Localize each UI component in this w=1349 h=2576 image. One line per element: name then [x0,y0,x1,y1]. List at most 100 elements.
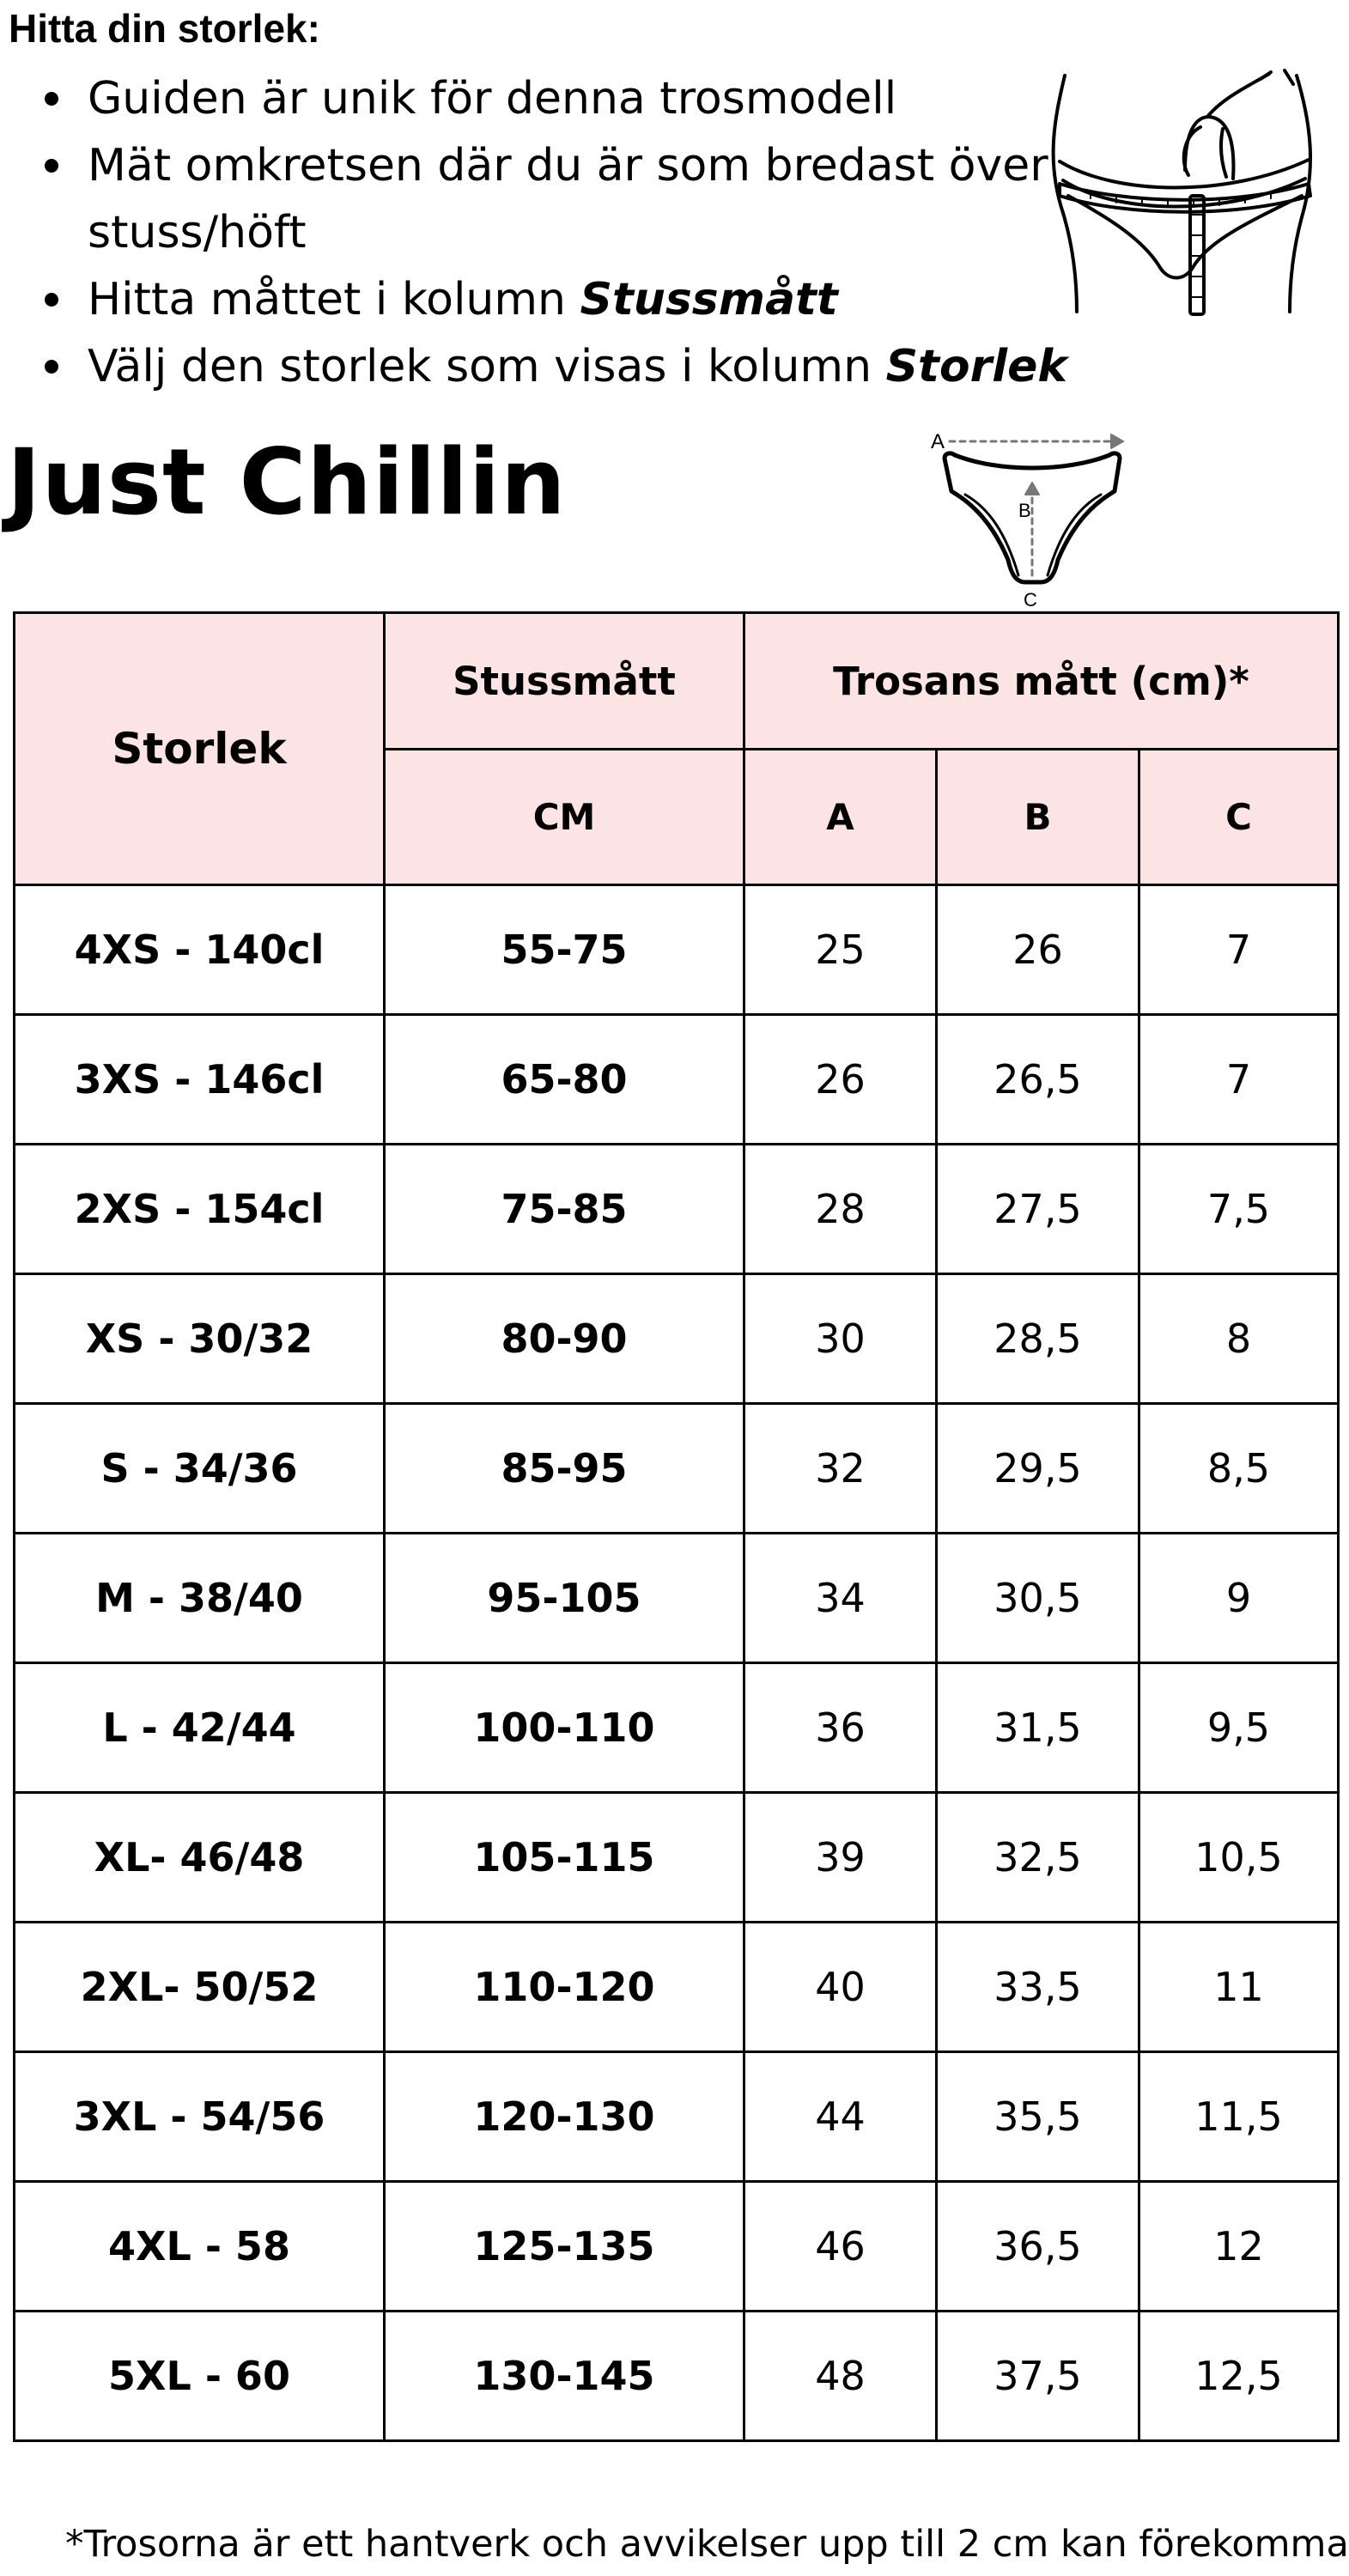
b-cell: 32,5 [935,1791,1140,1923]
table-row: 5XL - 60 130-145 48 37,5 12,5 [13,2310,1340,2442]
panty-measurement-diagram: A B C [931,430,1124,611]
hip-range-cell: 95-105 [383,1532,745,1664]
table-row: XL- 46/48 105-115 39 32,5 10,5 [13,1791,1340,1923]
a-cell: 30 [743,1273,938,1405]
size-cell: XS - 30/32 [13,1273,386,1405]
guide-heading: Hitta din storlek: [9,6,320,51]
size-cell: 2XL- 50/52 [13,1921,386,2053]
a-cell: 39 [743,1791,938,1923]
c-cell: 7 [1138,1013,1340,1145]
guide-bullet-emphasis: Stussmått [580,274,838,325]
footnote: *Trosorna är ett hantverk och avvikelser… [65,2523,1349,2566]
c-cell: 7 [1138,884,1340,1016]
c-cell: 10,5 [1138,1791,1340,1923]
hip-range-cell: 130-145 [383,2310,745,2442]
b-cell: 26,5 [935,1013,1140,1145]
a-cell: 44 [743,2050,938,2183]
hip-range-cell: 80-90 [383,1273,745,1405]
a-cell: 46 [743,2180,938,2312]
diagram-label-c: C [1024,589,1037,611]
a-cell: 40 [743,1921,938,2053]
b-cell: 35,5 [935,2050,1140,2183]
b-cell: 36,5 [935,2180,1140,2312]
hip-range-cell: 65-80 [383,1013,745,1145]
b-column-header: B [935,748,1140,886]
table-row: 4XS - 140cl 55-75 25 26 7 [13,884,1340,1016]
table-header-row: Storlek Stussmått Trosans mått (cm)* [13,611,1340,886]
guide-bullet-text: Hitta måttet i kolumn [88,274,580,325]
table-row: 3XS - 146cl 65-80 26 26,5 7 [13,1013,1340,1145]
c-cell: 9,5 [1138,1662,1340,1794]
size-cell: S - 34/36 [13,1402,386,1534]
c-cell: 12 [1138,2180,1340,2312]
diagram-label-a: A [931,430,945,453]
b-cell: 27,5 [935,1143,1140,1275]
panty-measurements-header: Trosans mått (cm)* [743,611,1340,750]
c-cell: 12,5 [1138,2310,1340,2442]
diagram-label-b: B [1018,500,1031,521]
hip-range-cell: 110-120 [383,1921,745,2053]
b-cell: 29,5 [935,1402,1140,1534]
size-cell: 2XS - 154cl [13,1143,386,1275]
guide-bullet-emphasis: Storlek [885,341,1067,392]
hip-range-cell: 100-110 [383,1662,745,1794]
c-cell: 11 [1138,1921,1340,2053]
guide-bullet: Hitta måttet i kolumn Stussmått [45,266,1067,333]
size-cell: 5XL - 60 [13,2310,386,2442]
b-cell: 37,5 [935,2310,1140,2442]
c-column-header: C [1138,748,1340,886]
table-row: S - 34/36 85-95 32 29,5 8,5 [13,1402,1340,1534]
c-cell: 8,5 [1138,1402,1340,1534]
size-cell: 3XS - 146cl [13,1013,386,1145]
hip-range-cell: 125-135 [383,2180,745,2312]
a-cell: 28 [743,1143,938,1275]
size-cell: M - 38/40 [13,1532,386,1664]
c-cell: 11,5 [1138,2050,1340,2183]
model-title: Just Chillin [7,429,567,535]
c-cell: 7,5 [1138,1143,1340,1275]
size-cell: XL- 46/48 [13,1791,386,1923]
guide-bullet: Mät omkretsen där du är som bredast över… [45,132,1058,266]
a-column-header: A [743,748,938,886]
size-cell: L - 42/44 [13,1662,386,1794]
hip-range-cell: 75-85 [383,1143,745,1275]
guide-bullet-text: Guiden är unik för denna trosmodell [88,73,897,125]
table-subheader-row: CM A B C [15,748,1340,886]
stuss-column-header: Stussmått [383,611,745,750]
b-cell: 28,5 [935,1273,1140,1405]
table-row: 4XL - 58 125-135 46 36,5 12 [13,2180,1340,2312]
table-row: XS - 30/32 80-90 30 28,5 8 [13,1273,1340,1405]
guide-bullet-text: Välj den storlek som visas i kolumn [88,341,886,392]
hip-range-cell: 55-75 [383,884,745,1016]
size-table-body: 4XS - 140cl 55-75 25 26 7 3XS - 146cl 65-80 26 2… [13,884,1340,2442]
table-row: 3XL - 54/56 120-130 44 35,5 11,5 [13,2050,1340,2183]
cm-column-header: CM [383,748,745,886]
guide-bullet: Välj den storlek som visas i kolumn Stor… [45,333,1067,400]
size-cell: 4XL - 58 [13,2180,386,2312]
guide-bullet: Guiden är unik för denna trosmodell [45,65,1067,132]
hip-range-cell: 120-130 [383,2050,745,2183]
a-cell: 25 [743,884,938,1016]
table-row: M - 38/40 95-105 34 30,5 9 [13,1532,1340,1664]
a-cell: 36 [743,1662,938,1794]
b-cell: 31,5 [935,1662,1140,1794]
guide-bullet-list: Guiden är unik för denna trosmodell Mät … [45,65,1067,400]
size-cell: 4XS - 140cl [13,884,386,1016]
c-cell: 9 [1138,1532,1340,1664]
hip-measurement-illustration [1051,69,1313,316]
hip-range-cell: 105-115 [383,1791,745,1923]
a-cell: 48 [743,2310,938,2442]
a-cell: 34 [743,1532,938,1664]
c-cell: 8 [1138,1273,1340,1405]
size-table: Storlek Stussmått Trosans mått (cm)* CM … [13,611,1340,2442]
a-cell: 26 [743,1013,938,1145]
table-row: 2XL- 50/52 110-120 40 33,5 11 [13,1921,1340,2053]
a-cell: 32 [743,1402,938,1534]
table-row: L - 42/44 100-110 36 31,5 9,5 [13,1662,1340,1794]
guide-bullet-text: Mät omkretsen där du är som bredast över… [88,140,1048,258]
b-cell: 33,5 [935,1921,1140,2053]
b-cell: 26 [935,884,1140,1016]
hip-range-cell: 85-95 [383,1402,745,1534]
size-column-header: Storlek [13,611,386,886]
b-cell: 30,5 [935,1532,1140,1664]
